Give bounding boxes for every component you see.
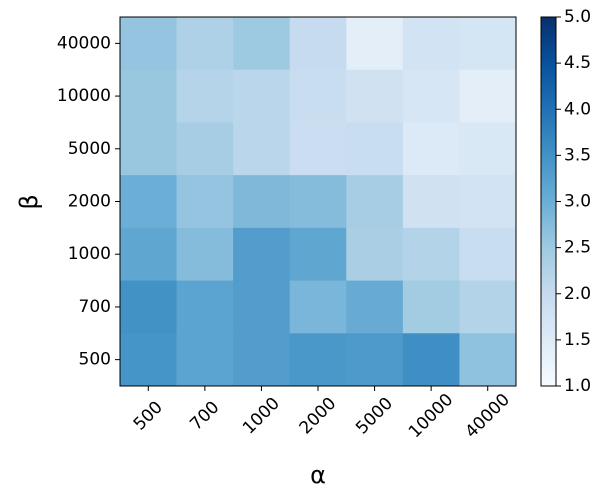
x-tick-label: 2000 xyxy=(296,394,341,439)
x-tick-label: 500 xyxy=(130,397,167,434)
cell xyxy=(346,122,404,176)
cell xyxy=(459,333,517,387)
cell xyxy=(402,280,460,334)
cell xyxy=(402,17,460,71)
colorbar-tick-label: 3.5 xyxy=(564,145,591,165)
cell xyxy=(402,227,460,282)
cell xyxy=(176,280,234,334)
cell xyxy=(120,69,178,123)
colorbar xyxy=(540,16,557,387)
colorbar-tick-label: 3.0 xyxy=(564,192,591,212)
cell xyxy=(459,280,517,334)
cell xyxy=(402,175,460,229)
x-axis-label: α xyxy=(310,461,326,489)
cell xyxy=(289,17,347,71)
cell xyxy=(289,69,347,123)
cell xyxy=(120,280,178,334)
cell xyxy=(346,175,404,229)
cell xyxy=(289,280,347,334)
y-tick-label: 10000 xyxy=(57,86,111,106)
cell xyxy=(233,175,291,229)
cell xyxy=(120,17,178,71)
cell xyxy=(402,122,460,176)
y-axis-label: β xyxy=(15,194,43,209)
colorbar-tick-label: 4.5 xyxy=(564,53,591,73)
cell xyxy=(176,175,234,229)
colorbar-tick-label: 1.5 xyxy=(564,330,591,350)
cell xyxy=(233,227,291,282)
cell xyxy=(176,122,234,176)
cell xyxy=(346,69,404,123)
cell xyxy=(289,122,347,176)
cell xyxy=(459,17,517,71)
x-tick-label: 40000 xyxy=(462,390,514,442)
y-tick-label: 700 xyxy=(79,297,111,317)
cell xyxy=(459,227,517,282)
colorbar-tick-label: 4.0 xyxy=(564,99,591,119)
cell xyxy=(459,69,517,123)
x-tick-label: 1000 xyxy=(239,394,284,439)
cell xyxy=(176,69,234,123)
cell xyxy=(120,122,178,176)
cell xyxy=(289,333,347,387)
cell xyxy=(120,333,178,387)
y-tick-label: 40000 xyxy=(57,33,111,53)
cell xyxy=(402,333,460,387)
y-tick-label: 500 xyxy=(79,350,111,370)
cell xyxy=(459,122,517,176)
cell xyxy=(459,175,517,229)
cell xyxy=(233,280,291,334)
y-tick-label: 2000 xyxy=(68,192,111,212)
cell xyxy=(176,17,234,71)
colorbar-tick-label: 1.0 xyxy=(564,376,591,396)
y-tick-label: 5000 xyxy=(68,139,111,159)
cell xyxy=(176,227,234,282)
cell xyxy=(233,69,291,123)
cell xyxy=(233,333,291,387)
cell xyxy=(176,333,234,387)
cell xyxy=(346,227,404,282)
cell xyxy=(120,175,178,229)
cell xyxy=(346,17,404,71)
cell xyxy=(289,227,347,282)
colorbar-tick-label: 2.0 xyxy=(564,284,591,304)
cell xyxy=(346,280,404,334)
x-tick-label: 700 xyxy=(186,397,223,434)
colorbar-tick-label: 5.0 xyxy=(564,7,591,27)
cell xyxy=(233,122,291,176)
cell xyxy=(402,69,460,123)
y-tick-label: 1000 xyxy=(68,244,111,264)
x-tick-label: 10000 xyxy=(405,390,457,442)
cell xyxy=(120,227,178,282)
cell xyxy=(233,17,291,71)
cell xyxy=(289,175,347,229)
x-tick-label: 5000 xyxy=(352,394,397,439)
colorbar-tick-label: 2.5 xyxy=(564,238,591,258)
cell xyxy=(346,333,404,387)
